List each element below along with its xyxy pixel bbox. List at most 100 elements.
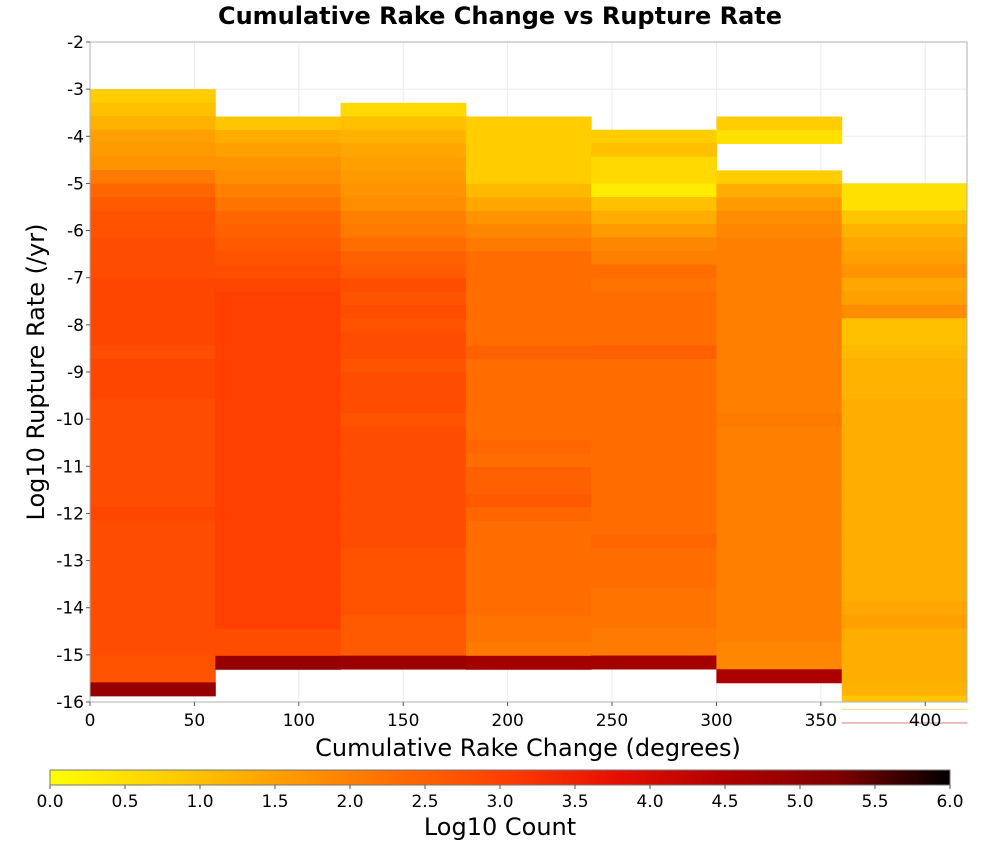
heatmap-cell	[716, 264, 843, 279]
heatmap-cell	[465, 453, 592, 468]
heatmap-cell	[591, 385, 717, 400]
heatmap-cell	[90, 197, 216, 211]
heatmap-cell	[215, 440, 342, 455]
heatmap-cell	[591, 628, 717, 643]
heatmap-cell	[841, 480, 968, 495]
x-tick-label: 200	[491, 711, 523, 731]
colorbar-tick-label: 1.0	[186, 792, 213, 812]
colorbar-label: Log10 Count	[424, 813, 576, 841]
heatmap-cell	[340, 534, 467, 549]
heatmap-cell	[215, 116, 342, 131]
heatmap-cell	[215, 170, 342, 185]
heatmap-cell	[591, 466, 717, 481]
heatmap-cell	[90, 561, 216, 576]
heatmap-cell	[716, 588, 843, 603]
x-axis-ticks: 0 50 100 150 200 250 300 350 400	[85, 702, 941, 731]
heatmap-cell	[465, 183, 592, 198]
heatmap-cell	[215, 237, 342, 252]
y-tick-label: -5	[67, 174, 84, 194]
heatmap-cell	[90, 143, 216, 158]
heatmap-cell	[215, 143, 342, 158]
heatmap-cell	[841, 385, 968, 400]
heatmap-cell	[465, 413, 592, 428]
heatmap-cell	[841, 277, 968, 292]
heatmap-cell	[591, 426, 717, 441]
heatmap-cell	[591, 345, 717, 360]
y-tick-label: -11	[56, 457, 84, 477]
heatmap-cell	[841, 668, 968, 683]
heatmap-cell	[465, 574, 592, 589]
heatmap-cell	[841, 695, 968, 703]
heatmap-cell	[340, 655, 467, 670]
heatmap-cell	[716, 561, 843, 576]
heatmap-cell	[591, 655, 717, 670]
heatmap-cell	[340, 170, 467, 185]
heatmap-cell	[591, 372, 717, 387]
heatmap-cell	[340, 426, 467, 441]
heatmap-cell	[591, 547, 717, 562]
heatmap-cell	[716, 615, 843, 630]
colorbar-tick-label: 2.5	[411, 792, 438, 812]
heatmap-cell	[90, 520, 216, 535]
y-tick-label: -3	[67, 80, 84, 100]
heatmap-cell	[90, 129, 216, 144]
heatmap-cell	[90, 89, 216, 104]
heatmap-cell	[340, 547, 467, 562]
heatmap-cell	[215, 615, 342, 630]
heatmap-cell	[591, 601, 717, 616]
heatmap-cell	[340, 183, 467, 198]
heatmap-cell	[841, 560, 968, 575]
heatmap-cell	[90, 574, 216, 589]
heatmap-cell	[716, 399, 843, 414]
heatmap-cell	[841, 601, 968, 616]
heatmap-cell	[340, 156, 467, 171]
heatmap-cell	[716, 507, 843, 522]
heatmap-cell	[340, 332, 467, 347]
heatmap-cell	[215, 494, 342, 508]
heatmap-cell	[465, 170, 592, 185]
heatmap-cell	[340, 453, 467, 468]
heatmap-cell	[215, 453, 342, 468]
heatmap-cell	[90, 237, 216, 252]
heatmap-cell	[465, 386, 592, 401]
x-axis-label: Cumulative Rake Change (degrees)	[315, 734, 741, 762]
heatmap-cell	[90, 507, 216, 522]
heatmap-cell	[215, 507, 342, 522]
heatmap-cell	[215, 264, 342, 279]
heatmap-cell	[841, 318, 968, 333]
heatmap-cell	[716, 278, 843, 293]
heatmap-cell	[465, 210, 592, 225]
colorbar-tick-label: 0.0	[36, 792, 63, 812]
heatmap-cell	[716, 534, 843, 549]
heatmap-cell	[716, 642, 843, 657]
heatmap-cell	[90, 453, 216, 468]
heatmap-cell	[465, 534, 592, 549]
heatmap-cell	[340, 601, 467, 616]
heatmap-cell	[90, 426, 216, 441]
colorbar-ticks: 0.0 0.5 1.0 1.5 2.0 2.5 3.0 3.5 4.0 4.5 5.0 5.5 6.0	[36, 785, 964, 812]
heatmap-cell	[340, 116, 467, 131]
heatmap-cell	[841, 614, 968, 629]
heatmap-cell	[90, 601, 216, 616]
heatmap-cell	[215, 588, 342, 603]
heatmap-cell	[90, 250, 216, 265]
x-tick-label: 250	[596, 711, 628, 731]
heatmap-cell	[591, 520, 717, 535]
heatmap-cell	[591, 453, 717, 468]
heatmap-cell	[90, 641, 216, 656]
heatmap-cell	[340, 507, 467, 522]
heatmap-cell	[465, 561, 592, 576]
heatmap-cell	[841, 507, 968, 521]
heatmap-cell	[841, 358, 968, 373]
heatmap-cell	[716, 345, 843, 360]
heatmap-cell	[215, 372, 342, 387]
heatmap-cell	[340, 305, 467, 320]
heatmap-cell	[841, 682, 968, 697]
heatmap-cell	[716, 494, 843, 508]
heatmap-cell	[90, 466, 216, 481]
heatmap-cell	[340, 520, 467, 535]
heatmap-cell	[591, 493, 717, 508]
heatmap-cell	[591, 358, 717, 373]
heatmap-cell	[215, 129, 342, 144]
heatmap-cell	[716, 453, 843, 468]
